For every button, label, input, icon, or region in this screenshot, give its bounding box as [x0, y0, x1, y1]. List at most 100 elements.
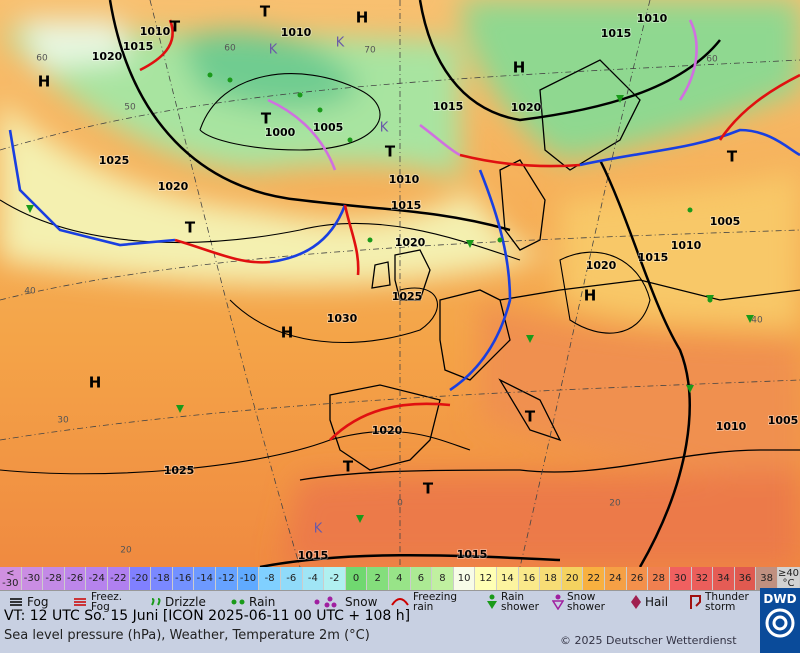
scale-cell: -26 — [64, 567, 87, 590]
pressure-center: T — [385, 143, 396, 161]
isobar-label: 1015 — [391, 199, 422, 212]
legend-item: Rain shower — [486, 592, 549, 612]
legend-label: Fog — [27, 595, 49, 609]
pressure-center: T — [185, 219, 196, 237]
scale-cell: -10 — [237, 567, 260, 590]
scale-cell: -18 — [151, 567, 173, 590]
legend-label: Thunder storm — [705, 591, 749, 613]
weather-legend: Fog Freez. Fog Drizzle Rain Snow Freezin… — [0, 590, 760, 613]
legend-item: Thunder storm — [688, 592, 753, 612]
isobar-label: 1020 — [92, 50, 123, 63]
scale-cell: 14 — [497, 567, 519, 590]
isobar-label: 1010 — [716, 420, 747, 433]
legend-label: Rain shower — [501, 591, 539, 613]
isobar-label: 1015 — [457, 548, 488, 561]
legend-label: Hail — [645, 595, 669, 609]
scale-cell: 10 — [453, 567, 476, 590]
scale-cell: 0 — [345, 567, 368, 590]
legend-item: Drizzle — [148, 592, 206, 612]
pressure-center: H — [281, 324, 294, 342]
legend-label: Snow shower — [567, 591, 605, 613]
scale-cell: -14 — [194, 567, 217, 590]
scale-cell: -12 — [216, 567, 238, 590]
scale-cell: -20 — [129, 567, 152, 590]
pressure-center: K — [336, 36, 345, 51]
pressure-center: H — [356, 9, 369, 27]
isobar-label: 1020 — [372, 424, 403, 437]
isobar-label: 1010 — [389, 173, 420, 186]
isobar-label: 1025 — [99, 154, 130, 167]
fronts — [8, 19, 800, 441]
scale-cell: 28 — [648, 567, 670, 590]
dwd-logo[interactable]: DWD — [760, 588, 800, 653]
pressure-center: H — [513, 59, 526, 77]
pressure-center: H — [584, 287, 597, 305]
isobar-label: 1010 — [671, 239, 702, 252]
map-labels: 1010101510201010101010151020101510051000… — [24, 3, 799, 564]
graticule-label: 50 — [124, 103, 136, 113]
scale-cell: 2 — [367, 567, 389, 590]
legend-item: Snow shower — [552, 592, 615, 612]
logo-text: DWD — [763, 592, 797, 606]
scale-cell: 32 — [691, 567, 714, 590]
isobars — [0, 0, 721, 567]
pressure-center: K — [269, 43, 278, 58]
isobar-label: 1025 — [392, 290, 423, 303]
graticule-label: 60 — [36, 54, 48, 64]
scale-cell: 38 — [756, 567, 778, 590]
isobar-label: 1020 — [511, 101, 542, 114]
scale-cell: -6 — [280, 567, 303, 590]
graticule-label: 30 — [57, 416, 69, 426]
scale-cell: 24 — [605, 567, 627, 590]
graticule-label: 60 — [224, 44, 236, 54]
isobar-label: 1005 — [768, 414, 799, 427]
isobar-label: 1015 — [601, 27, 632, 40]
isobar-label: 1015 — [638, 251, 669, 264]
scale-cell: 6 — [410, 567, 433, 590]
scale-cell: 8 — [432, 567, 454, 590]
scale-cell: < -30 — [0, 567, 22, 590]
legend-item: Freezing rain — [390, 592, 461, 612]
scale-cell: -8 — [259, 567, 281, 590]
scale-cell: 12 — [475, 567, 498, 590]
valid-time: VT: 12 UTC So. 15 Juni [ICON 2025-06-11 … — [4, 608, 411, 624]
isobar-label: 1010 — [140, 25, 171, 38]
legend-item: Hail — [630, 592, 668, 612]
graticule-label: 70 — [364, 46, 376, 56]
pressure-center: H — [89, 374, 102, 392]
pressure-center: T — [170, 18, 181, 36]
scale-cell: -16 — [172, 567, 195, 590]
weather-symbols — [26, 72, 754, 523]
scale-cell: 26 — [626, 567, 649, 590]
isobar-label: 1005 — [710, 215, 741, 228]
graticule-label: 20 — [120, 546, 132, 556]
graticule-label: 20 — [609, 499, 621, 509]
scale-cell: 34 — [713, 567, 735, 590]
graticule-label: 60 — [706, 55, 718, 65]
isobar-label: 1010 — [281, 26, 312, 39]
legend-label: Snow — [345, 595, 378, 609]
pressure-center: T — [261, 110, 272, 128]
scale-cell: 36 — [734, 567, 757, 590]
legend-label: Rain — [249, 595, 276, 609]
pressure-center: T — [727, 148, 738, 166]
legend-label: Drizzle — [165, 595, 206, 609]
isobar-label: 1010 — [637, 12, 668, 25]
legend-item: Freez. Fog — [72, 592, 139, 612]
graticule-label: 0 — [397, 499, 403, 509]
temperature-scale: < -30 -30 -28 -26 -24 -22 -20 -18 -16 -14 -12 -10 -8… — [0, 567, 800, 590]
pressure-center: T — [343, 458, 354, 476]
map: 1010101510201010101010151020101510051000… — [0, 0, 800, 567]
legend-item: Snow — [312, 592, 377, 612]
scale-cell: -2 — [324, 567, 346, 590]
scale-cell: -30 — [21, 567, 44, 590]
isobar-label: 1020 — [158, 180, 189, 193]
copyright: © 2025 Deutscher Wetterdienst — [560, 634, 737, 647]
legend-label: Freezing rain — [413, 591, 458, 613]
legend-label: Freez. Fog — [91, 591, 123, 613]
logo-icon — [765, 608, 795, 638]
isobar-label: 1015 — [123, 40, 154, 53]
pressure-center: T — [260, 3, 271, 21]
scale-cell: 30 — [669, 567, 692, 590]
